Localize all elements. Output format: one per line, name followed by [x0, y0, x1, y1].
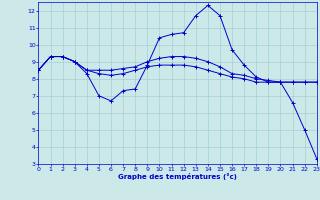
- X-axis label: Graphe des températures (°c): Graphe des températures (°c): [118, 173, 237, 180]
